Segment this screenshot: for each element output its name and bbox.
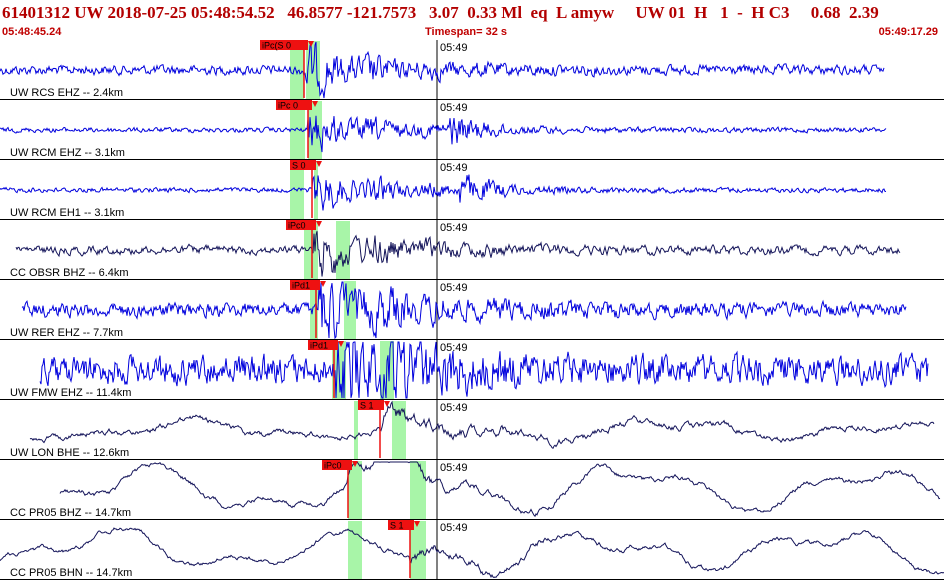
channel-row[interactable]: 05:49 iPc0 CC PR05 BHZ -- 14.7km (0, 460, 944, 520)
pick-label: S 1 (390, 521, 404, 531)
minute-tick-label: 05:49 (440, 222, 468, 234)
channel-label: CC OBSR BHZ -- 6.4km (10, 267, 129, 279)
channel-label: CC PR05 BHN -- 14.7km (10, 567, 132, 579)
phase-window (290, 101, 305, 160)
pick-label: iPc(S 0 (262, 41, 291, 51)
pick-marker (316, 161, 322, 167)
minute-tick-label: 05:49 (440, 282, 468, 294)
channel-label: UW LON BHE -- 12.6km (10, 447, 129, 459)
channel-row[interactable]: 05:49 iPd1 UW FMW EHZ -- 11.4km (0, 340, 944, 400)
pick-label: iPd1 (292, 281, 310, 291)
pick-flag[interactable] (358, 400, 384, 410)
channel-row[interactable]: 05:49 iPc 0 UW RCM EHZ -- 3.1km (0, 100, 944, 160)
phase-window (348, 521, 362, 580)
channel-row[interactable]: 05:49 S 1 UW LON BHE -- 12.6km (0, 400, 944, 460)
minute-tick-label: 05:49 (440, 342, 468, 354)
pick-flag[interactable] (290, 160, 316, 170)
channel-label: CC PR05 BHZ -- 14.7km (10, 507, 131, 519)
waveform-trace (0, 41, 885, 99)
pick-label: S 1 (360, 401, 374, 411)
pick-label: iPc0 (324, 461, 342, 471)
seismogram-panel[interactable]: 05:49 iPc(S 0 UW RCS EHZ -- 2.4km 05:49 iPc … (0, 40, 944, 580)
pick-label: iPd1 (310, 341, 328, 351)
channel-row[interactable]: 05:49 iPd1 UW RER EHZ -- 7.7km (0, 280, 944, 340)
pick-marker (308, 41, 314, 47)
channel-label: UW RCM EH1 -- 3.1km (10, 207, 124, 219)
pick-flag[interactable] (286, 220, 316, 230)
pick-flag[interactable] (260, 40, 308, 50)
phase-window (290, 41, 304, 100)
pick-marker (316, 221, 322, 227)
waveform-trace (21, 281, 907, 340)
channel-label: UW RCS EHZ -- 2.4km (10, 87, 123, 99)
channel-row[interactable]: 05:49 S 0 UW RCM EH1 -- 3.1km (0, 160, 944, 220)
pick-label: S 0 (292, 161, 306, 171)
end-time: 05:49:17.29 (878, 26, 938, 38)
waveform-trace (29, 400, 935, 450)
pick-label: iPc0 (288, 221, 306, 231)
pick-flag[interactable] (276, 100, 312, 110)
channel-row[interactable]: 05:49 iPc0 CC OBSR BHZ -- 6.4km (0, 220, 944, 280)
phase-window (348, 461, 362, 520)
minute-tick-label: 05:49 (440, 522, 468, 534)
channel-label: UW RER EHZ -- 7.7km (10, 327, 123, 339)
pick-marker (414, 521, 420, 527)
pick-marker (320, 281, 326, 287)
minute-tick-label: 05:49 (440, 162, 468, 174)
pick-flag[interactable] (290, 280, 320, 290)
minute-tick-label: 05:49 (440, 402, 468, 414)
minute-tick-label: 05:49 (440, 462, 468, 474)
pick-flag[interactable] (322, 460, 352, 470)
event-title: 61401312 UW 2018-07-25 05:48:54.52 46.85… (2, 3, 879, 22)
phase-window (410, 521, 426, 580)
phase-window (310, 281, 318, 340)
minute-tick-label: 05:49 (440, 102, 468, 114)
waveform-trace (0, 527, 944, 579)
channel-row[interactable]: 05:49 iPc(S 0 UW RCS EHZ -- 2.4km (0, 40, 944, 100)
event-header: 61401312 UW 2018-07-25 05:48:54.52 46.85… (0, 0, 944, 40)
pick-flag[interactable] (388, 520, 414, 530)
timespan-label: Timespan= 32 s (425, 26, 508, 38)
waveform-trace (15, 231, 901, 277)
channel-label: UW FMW EHZ -- 11.4km (10, 387, 131, 399)
pick-label: iPc 0 (278, 101, 298, 111)
minute-tick-label: 05:49 (440, 42, 468, 54)
waveform-trace (59, 461, 941, 518)
phase-window (336, 221, 350, 280)
waveform-trace (0, 174, 887, 211)
phase-window (410, 461, 426, 520)
pick-flag[interactable] (308, 340, 338, 350)
pick-marker (312, 101, 318, 107)
channel-label: UW RCM EHZ -- 3.1km (10, 147, 125, 159)
waveform-trace (39, 341, 929, 399)
pick-marker (352, 461, 358, 467)
phase-window (354, 401, 358, 460)
waveform-trace (0, 115, 887, 153)
pick-marker (384, 401, 390, 407)
pick-marker (338, 341, 344, 347)
start-time: 05:48:45.24 (2, 26, 62, 38)
